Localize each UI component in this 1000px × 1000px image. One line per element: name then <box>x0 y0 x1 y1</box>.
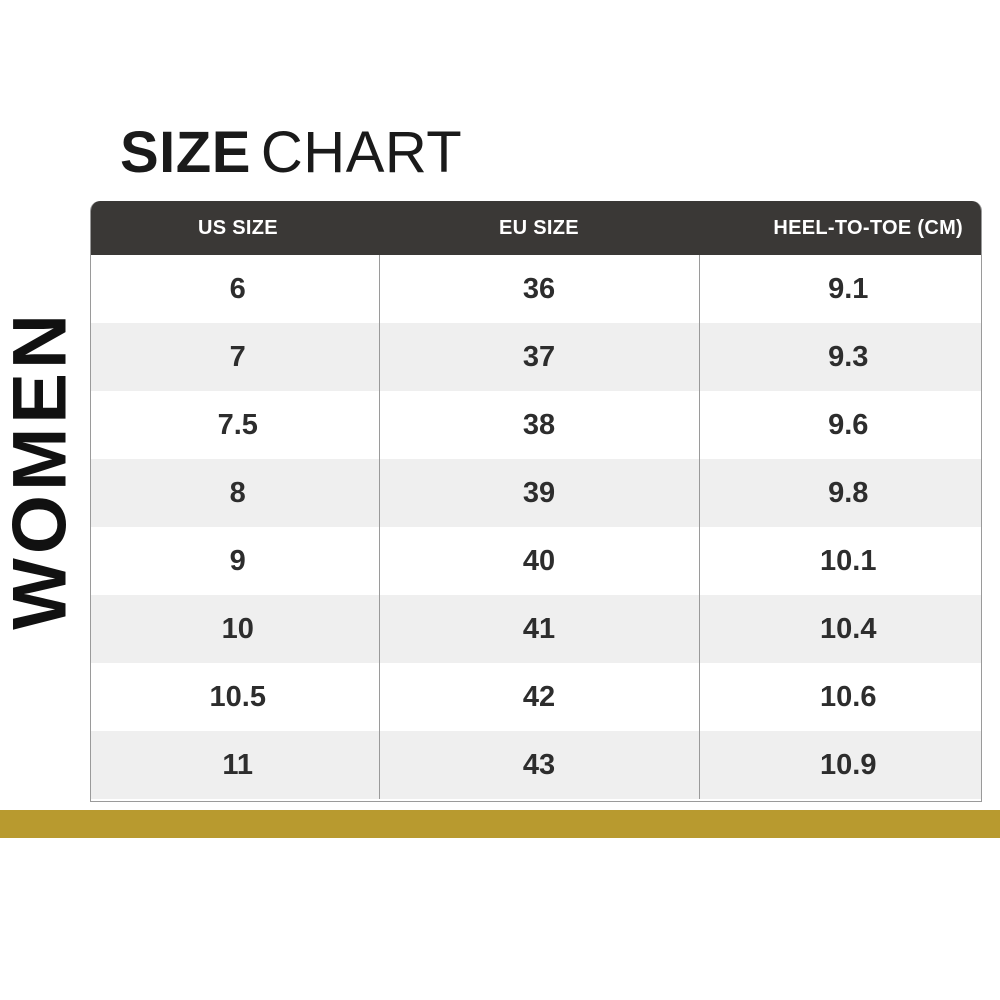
page-title: SIZE CHART <box>120 118 462 188</box>
cell-heel-to-toe: 9.3 <box>698 323 981 391</box>
cell-us-size: 7 <box>91 323 379 391</box>
cell-eu-size: 36 <box>378 255 699 323</box>
header-heel-to-toe: HEEL-TO-TOE (CM) <box>699 201 981 255</box>
table-row: 7.5 38 9.6 <box>91 391 981 459</box>
table-row: 11 43 10.9 <box>91 731 981 799</box>
size-chart-table: US SIZE EU SIZE HEEL-TO-TOE (CM) 6 36 9.… <box>91 201 981 799</box>
table-row: 10.5 42 10.6 <box>91 663 981 731</box>
header-us-size: US SIZE <box>91 201 379 255</box>
cell-heel-to-toe: 9.1 <box>698 255 981 323</box>
cell-eu-size: 41 <box>378 595 699 663</box>
size-table: US SIZE EU SIZE HEEL-TO-TOE (CM) 6 36 9.… <box>90 201 982 802</box>
cell-heel-to-toe: 10.9 <box>698 731 981 799</box>
header-row: US SIZE EU SIZE HEEL-TO-TOE (CM) <box>91 201 981 255</box>
cell-eu-size: 37 <box>378 323 699 391</box>
cell-eu-size: 42 <box>378 663 699 731</box>
cell-us-size: 7.5 <box>217 408 258 441</box>
cell-heel-to-toe: 10.6 <box>698 663 981 731</box>
title-light: CHART <box>260 120 463 185</box>
header-eu-size: EU SIZE <box>379 201 699 255</box>
table-row: 8 39 9.8 <box>91 459 981 527</box>
table-body: 6 36 9.1 7 37 9.3 7.5 38 9.6 8 39 9.8 9 <box>91 255 981 799</box>
cell-heel-to-toe: 9.8 <box>698 459 981 527</box>
side-label-text: WOMEN <box>0 310 83 630</box>
cell-eu-size: 39 <box>378 459 699 527</box>
cell-heel-to-toe: 10.4 <box>698 595 981 663</box>
table-row: 6 36 9.1 <box>91 255 981 323</box>
title-bold: SIZE <box>120 120 251 185</box>
cell-eu-size: 40 <box>378 527 699 595</box>
table-row: 9 40 10.1 <box>91 527 981 595</box>
cell-us-size: 6 <box>229 272 246 305</box>
cell-heel-to-toe: 10.1 <box>698 527 981 595</box>
cell-heel-to-toe: 9.6 <box>698 391 981 459</box>
cell-us-size: 8 <box>91 459 379 527</box>
cell-us-size: 9 <box>229 544 246 577</box>
table-row: 7 37 9.3 <box>91 323 981 391</box>
cell-eu-size: 38 <box>378 391 699 459</box>
cell-us-size: 10.5 <box>209 680 266 713</box>
accent-bar <box>0 810 1000 838</box>
cell-eu-size: 43 <box>378 731 699 799</box>
table-header: US SIZE EU SIZE HEEL-TO-TOE (CM) <box>91 201 981 255</box>
cell-us-size: 11 <box>91 731 379 799</box>
table-row: 10 41 10.4 <box>91 595 981 663</box>
cell-us-size: 10 <box>91 595 379 663</box>
